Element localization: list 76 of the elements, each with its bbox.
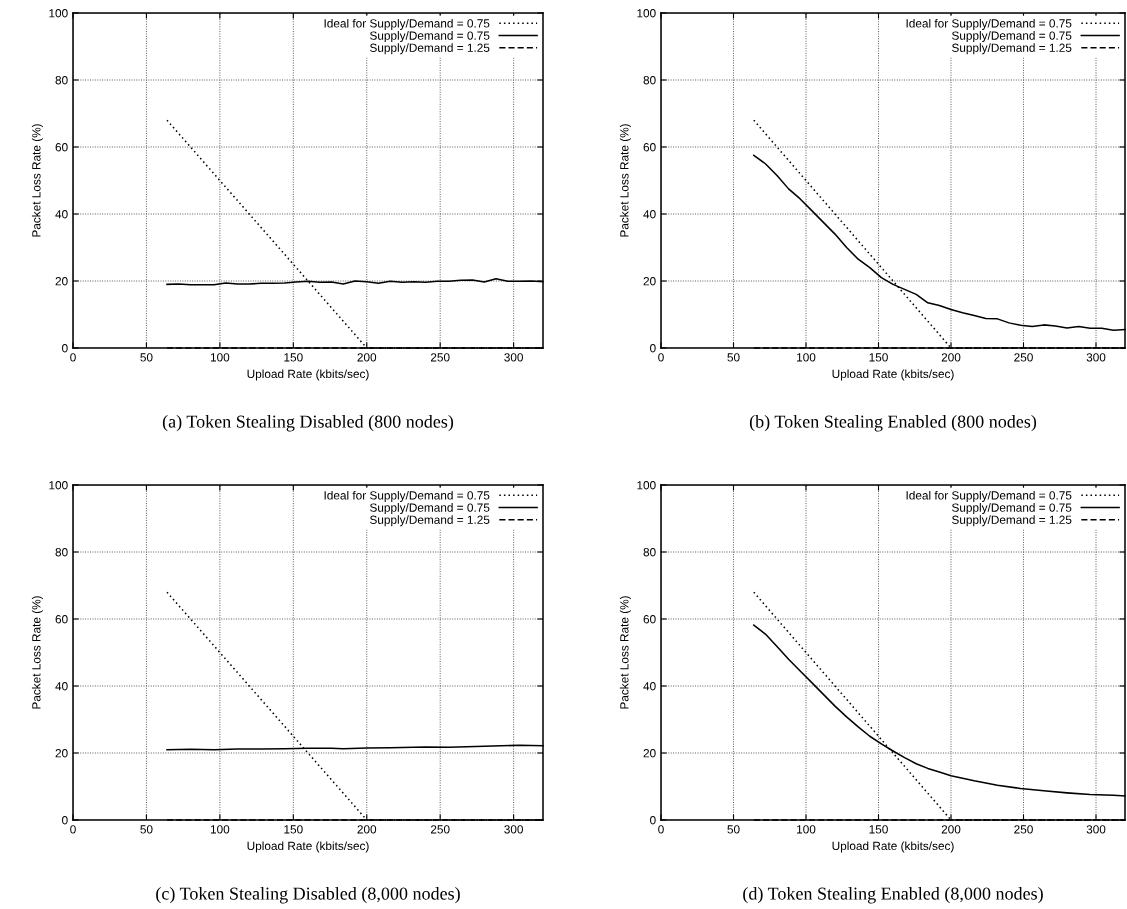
y-tick-label: 100 [49,481,68,490]
y-axis-title: Packet Loss Rate (%) [31,124,43,237]
x-tick-label: 150 [284,353,303,362]
y-tick-label: 0 [62,816,68,825]
x-axis-title: Upload Rate (kbits/sec) [832,841,954,853]
y-axis-title: Packet Loss Rate (%) [619,596,631,709]
x-tick-label: 50 [727,353,740,362]
x-tick-label: 300 [504,353,524,362]
legend-label: Supply/Demand = 0.75 [369,503,490,515]
y-tick-label: 40 [55,210,68,219]
x-tick-label: 0 [658,825,664,834]
x-tick-label: 100 [797,825,816,834]
x-axis-title: Upload Rate (kbits/sec) [832,369,954,381]
legend-label: Supply/Demand = 1.25 [369,515,490,527]
y-tick-label: 0 [62,344,68,353]
legend-label: Supply/Demand = 1.25 [369,43,490,55]
x-tick-label: 250 [1014,825,1033,834]
x-tick-label: 50 [140,353,153,362]
legend-label: Supply/Demand = 0.75 [369,31,490,43]
x-tick-label: 250 [430,825,450,834]
legend-label: Ideal for Supply/Demand = 0.75 [906,18,1072,30]
x-axis-title: Upload Rate (kbits/sec) [247,369,369,381]
x-tick-label: 0 [70,353,76,362]
y-tick-label: 20 [643,749,656,758]
x-tick-label: 100 [210,825,230,834]
x-tick-label: 300 [504,825,524,834]
y-tick-label: 40 [643,682,656,691]
x-tick-label: 300 [1086,825,1106,834]
x-tick-label: 100 [210,353,230,362]
x-tick-label: 150 [869,825,888,834]
y-tick-label: 80 [55,76,68,85]
y-tick-label: 60 [55,615,68,624]
x-tick-label: 50 [727,825,740,834]
x-tick-label: 0 [658,353,664,362]
x-tick-label: 150 [869,353,888,362]
text: (b) Token Stealing Enabled (800 nodes) [749,415,1037,432]
x-tick-label: 200 [357,825,377,834]
legend-label: Supply/Demand = 1.25 [951,43,1072,55]
legend-label: Ideal for Supply/Demand = 0.75 [324,490,490,502]
x-axis-title: Upload Rate (kbits/sec) [247,841,369,853]
y-tick-label: 80 [643,548,656,557]
x-tick-label: 200 [941,353,961,362]
x-tick-label: 200 [941,825,961,834]
y-tick-label: 40 [55,682,68,691]
y-tick-label: 100 [637,9,656,18]
y-tick-label: 20 [55,277,68,286]
y-tick-label: 60 [643,143,656,152]
x-tick-label: 300 [1086,353,1106,362]
x-tick-label: 100 [797,353,816,362]
y-tick-label: 40 [643,210,656,219]
y-tick-label: 80 [643,76,656,85]
y-tick-label: 60 [55,143,68,152]
x-tick-label: 250 [430,353,450,362]
y-axis-title: Packet Loss Rate (%) [619,124,631,237]
y-tick-label: 100 [49,9,68,18]
y-tick-label: 20 [643,277,656,286]
y-tick-label: 20 [55,749,68,758]
y-tick-label: 80 [55,548,68,557]
y-tick-label: 100 [637,481,656,490]
y-tick-label: 60 [643,615,656,624]
legend-label: Supply/Demand = 0.75 [951,503,1072,515]
legend-label: Ideal for Supply/Demand = 0.75 [906,490,1072,502]
x-tick-label: 50 [140,825,153,834]
y-tick-label: 0 [650,344,656,353]
legend-label: Supply/Demand = 0.75 [951,31,1072,43]
x-tick-label: 150 [284,825,303,834]
text: (d) Token Stealing Enabled (8,000 nodes) [743,887,1043,904]
y-tick-label: 0 [650,816,656,825]
text: (a) Token Stealing Disabled (800 nodes) [162,415,454,432]
legend-label: Ideal for Supply/Demand = 0.75 [324,18,490,30]
text: (c) Token Stealing Disabled (8,000 nodes) [156,887,460,904]
y-axis-title: Packet Loss Rate (%) [31,596,43,709]
x-tick-label: 200 [357,353,377,362]
x-tick-label: 250 [1014,353,1033,362]
x-tick-label: 0 [70,825,76,834]
legend-label: Supply/Demand = 1.25 [951,515,1072,527]
